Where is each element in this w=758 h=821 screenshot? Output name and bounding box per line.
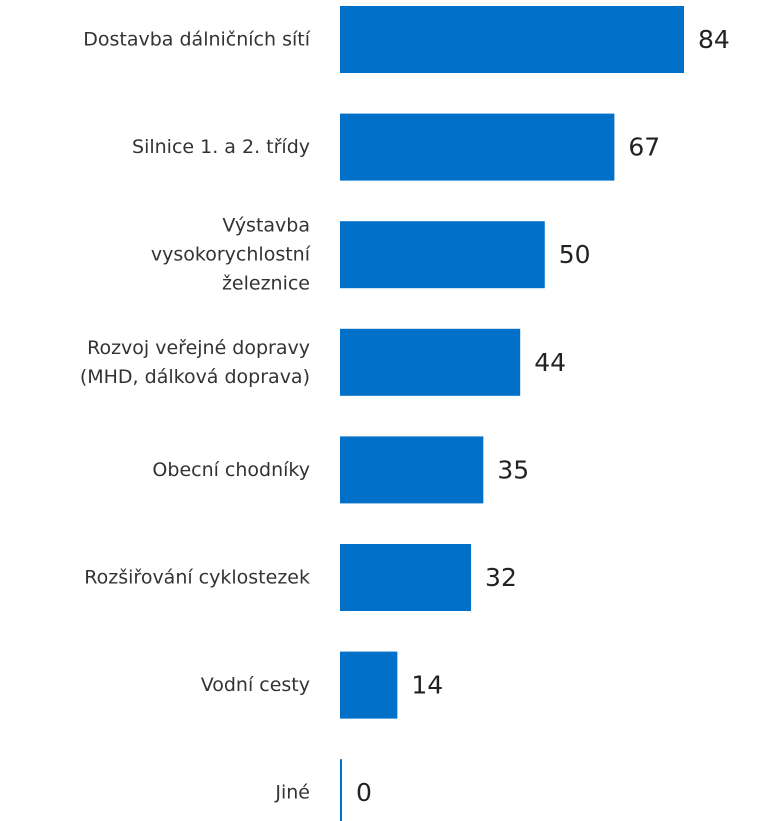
category-label-line-3-1: (MHD, dálková doprava)	[80, 366, 310, 388]
category-labels-group: Dostavba dálničních sítí Silnice 1. a 2. …	[80, 29, 311, 804]
value-label-4: 35	[497, 455, 529, 484]
value-label-0: 84	[698, 25, 730, 54]
category-label-5: Rozšiřování cyklostezek	[84, 567, 310, 589]
category-label-line-5-0: Rozšiřování cyklostezek	[84, 567, 310, 589]
category-label-line-3-0: Rozvoj veřejné dopravy	[87, 337, 310, 359]
category-label-line-2-1: vysokorychlostní	[151, 244, 311, 266]
value-label-1: 67	[628, 133, 660, 162]
bar-0	[340, 6, 684, 73]
bar-5	[340, 544, 472, 611]
category-label-line-2-0: Výstavba	[222, 215, 310, 237]
value-label-3: 44	[534, 348, 566, 377]
category-label-4: Obecní chodníky	[152, 459, 310, 481]
category-label-7: Jiné	[274, 782, 310, 804]
value-label-6: 14	[411, 671, 443, 700]
category-label-line-7-0: Jiné	[274, 782, 310, 804]
bar-2	[340, 221, 545, 289]
bar-1	[340, 113, 615, 181]
value-label-2: 50	[559, 240, 591, 269]
value-label-5: 32	[485, 563, 517, 592]
category-label-6: Vodní cesty	[201, 674, 310, 696]
bar-7	[340, 759, 342, 821]
category-label-line-1-0: Silnice 1. a 2. třídy	[132, 136, 310, 158]
category-label-2: Výstavba vysokorychlostní železnice	[151, 215, 311, 295]
category-label-1: Silnice 1. a 2. třídy	[132, 136, 310, 158]
value-label-7: 0	[356, 778, 372, 807]
category-label-line-0-0: Dostavba dálničních sítí	[83, 29, 310, 51]
category-label-line-6-0: Vodní cesty	[201, 674, 310, 696]
bars-group	[340, 6, 684, 821]
category-label-0: Dostavba dálničních sítí	[83, 29, 310, 51]
category-label-line-2-2: železnice	[222, 273, 310, 295]
value-labels-group: 84 67 50 44 35 32 14 0	[356, 25, 730, 807]
category-label-3: Rozvoj veřejné dopravy (MHD, dálková dopr…	[80, 337, 310, 388]
bar-4	[340, 436, 484, 504]
bar-3	[340, 328, 521, 396]
bar-6	[340, 651, 398, 719]
category-label-line-4-0: Obecní chodníky	[152, 459, 310, 481]
